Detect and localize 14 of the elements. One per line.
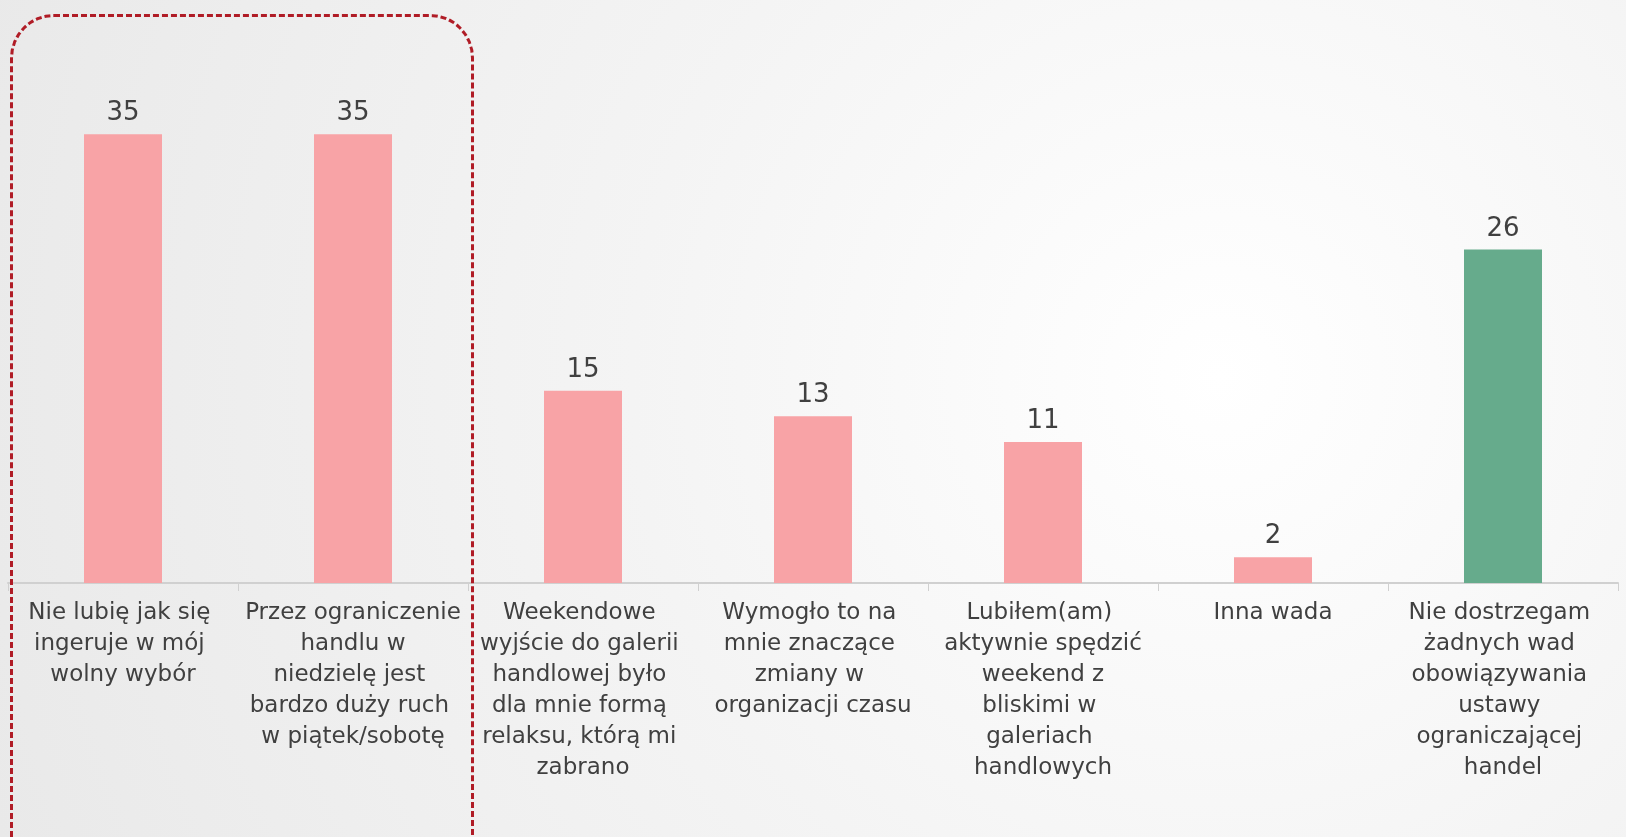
data-label: 15	[566, 352, 600, 383]
data-label: 35	[336, 96, 370, 127]
data-label: 35	[106, 96, 140, 127]
x-tick-label: Wymogło to na mnie znaczące zmiany w organizacji czasu	[714, 597, 912, 717]
x-tick-label: Lubiłem(am) aktywnie spędzić weekend z bliskimi w galeriach handlowych	[944, 597, 1142, 779]
data-label: 2	[1264, 519, 1282, 550]
x-tick-label: Nie lubię jak się ingeruje w mój wolny wybór	[28, 597, 218, 686]
x-tick-label: Nie dostrzegam żadnych wad obowiązywania ustawy ograniczającej handel	[1408, 597, 1598, 779]
x-tick-label: Weekendowe wyjście do galerii handlowej było dla mnie formą relaksu, którą mi zabrano	[479, 597, 687, 779]
x-tick-label: Przez ograniczenie handlu w niedzielę jest bardzo duży ruch w piątek/sobotę	[245, 597, 461, 748]
x-tick-label: Inna wada	[1213, 597, 1333, 624]
data-label: 13	[796, 378, 830, 409]
data-label: 26	[1486, 211, 1520, 242]
data-label: 11	[1026, 403, 1060, 434]
